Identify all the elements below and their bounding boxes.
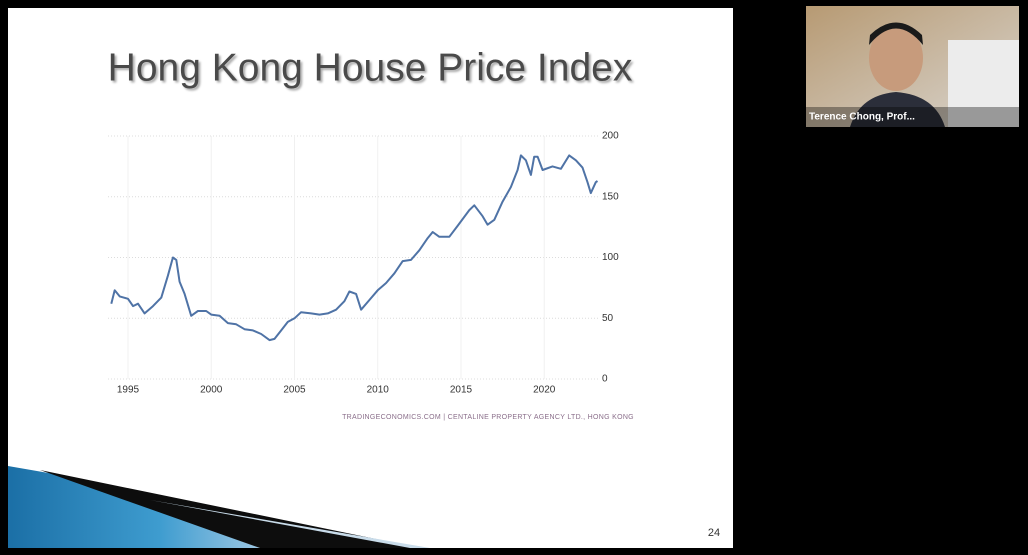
x-tick-label: 2000: [200, 385, 223, 396]
video-face: [869, 25, 923, 91]
y-tick-label: 200: [602, 131, 619, 142]
slide-swoosh-shadow: [40, 470, 420, 548]
y-tick-label: 100: [602, 252, 619, 263]
slide-number: 24: [708, 527, 720, 539]
x-tick-label: 2015: [450, 385, 473, 396]
slide-title: Hong Kong House Price Index: [108, 46, 633, 89]
slide: [8, 8, 733, 548]
video-tile: Terence Chong, Prof...: [806, 6, 1019, 127]
y-tick-label: 0: [602, 374, 608, 385]
x-tick-label: 2005: [283, 385, 306, 396]
x-tick-label: 2010: [367, 385, 390, 396]
video-body: [850, 92, 945, 127]
slide-swoosh-light: [150, 500, 430, 548]
video-label-bg: [806, 107, 1019, 127]
x-tick-label: 2020: [533, 385, 556, 396]
x-tick-label: 1995: [117, 385, 140, 396]
video-shelf: [948, 40, 1019, 127]
y-tick-label: 150: [602, 191, 619, 202]
slide-swoosh: [8, 466, 260, 548]
chart-source: TRADINGECONOMICS.COM | CENTALINE PROPERT…: [342, 414, 634, 421]
participant-name: Terence Chong, Prof...: [809, 112, 915, 123]
y-tick-label: 50: [602, 313, 614, 324]
price-line: [110, 154, 599, 342]
video-hair: [869, 22, 923, 45]
